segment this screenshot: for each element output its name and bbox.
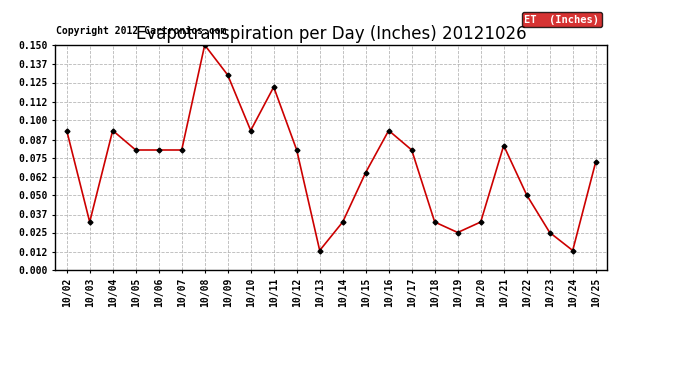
Text: Copyright 2012 Cartronics.com: Copyright 2012 Cartronics.com: [57, 26, 227, 36]
Legend: ET  (Inches): ET (Inches): [522, 12, 602, 27]
Title: Evapotranspiration per Day (Inches) 20121026: Evapotranspiration per Day (Inches) 2012…: [136, 26, 526, 44]
